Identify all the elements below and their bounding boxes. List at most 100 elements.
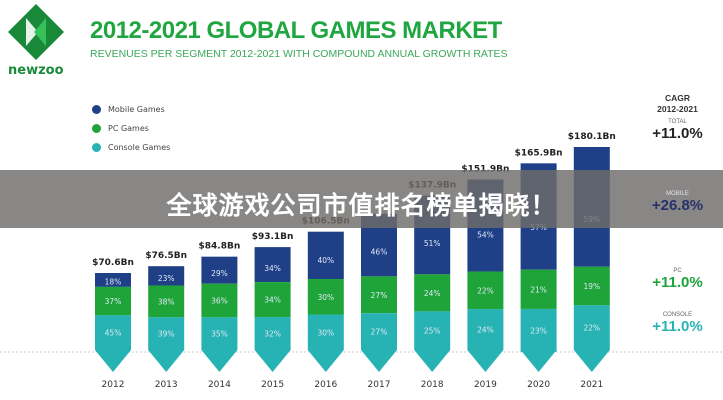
segment-label-mobile: 54% [477,231,494,240]
legend-swatch-pc [92,124,101,133]
total-label: $93.1Bn [252,232,294,242]
x-tick-label: 2012 [102,380,125,390]
bar-chevron [95,350,131,372]
segment-label-console: 35% [211,330,228,339]
segment-label-mobile: 51% [424,239,441,248]
x-tick-label: 2019 [474,380,497,390]
chart-subtitle: REVENUES PER SEGMENT 2012-2021 WITH COMP… [90,48,508,60]
cagr-total: TOTAL +11.0% [640,119,715,142]
bar-segment-pc [307,279,344,315]
bar-segment-console [414,311,451,350]
x-tick-label: 2016 [314,380,337,390]
total-label: $180.1Bn [568,132,616,142]
bar-chevron [520,350,557,372]
bar-chevron [307,350,344,372]
cagr-pc-value: +11.0% [652,274,703,291]
segment-label-console: 32% [264,330,281,339]
total-label: $76.5Bn [145,251,187,261]
bar-segment-pc [254,282,291,318]
brand-name: newzoo [8,63,64,78]
segment-label-pc: 30% [317,293,334,302]
bar-segment-console [520,308,557,352]
bar-chevron [573,350,610,372]
bar-segment-console [467,309,504,350]
bar-segment-pc [573,266,610,306]
bar-chevron [467,350,504,372]
bar-segment-pc [201,283,238,318]
x-tick-label: 2014 [208,380,231,390]
segment-label-console: 24% [477,326,494,335]
bar-segment-console [95,315,131,350]
x-tick-label: 2021 [580,380,603,390]
legend-label: Console Games [108,143,171,152]
cagr-period: 2012-2021 [657,104,698,114]
cagr-pc-label: PC [673,268,682,274]
segment-label-pc: 36% [211,297,228,306]
segment-label-console: 25% [424,327,441,336]
segment-label-mobile: 40% [317,256,334,265]
segment-label-mobile: 29% [211,269,228,278]
x-tick-label: 2013 [155,380,178,390]
bar-segment-pc [520,269,557,309]
segment-label-pc: 34% [264,296,281,305]
bar-chevron [201,350,238,372]
segment-label-mobile: 23% [158,274,175,283]
bar-segment-pc [148,285,185,318]
bar-segment-pc [361,276,397,314]
bar-segment-console [361,313,397,350]
bar-segment-console [254,317,291,350]
legend-swatch-mobile [92,105,101,114]
cagr-total-value: +11.0% [652,125,703,142]
segment-label-pc: 37% [105,297,122,306]
segment-label-pc: 38% [158,297,175,306]
cagr-console-label: CONSOLE [662,312,693,318]
bar-segment-pc [414,274,451,312]
legend: Mobile Games PC Games Console Games [92,100,170,157]
cagr-console-value: +11.0% [652,318,703,335]
bar-segment-pc [467,271,504,310]
segment-label-mobile: 34% [264,264,281,273]
x-tick-label: 2015 [261,380,284,390]
cagr-mobile: MOBILE +26.8% [640,191,715,214]
x-tick-label: 2018 [421,380,444,390]
cagr-pc: PC +11.0% [640,268,715,291]
bar-chevron [148,350,185,372]
bar-segment-mobile [201,256,238,284]
legend-item-pc: PC Games [92,119,170,138]
bar-segment-console [573,305,610,350]
segment-label-pc: 21% [530,285,547,294]
total-label: $84.8Bn [199,242,241,252]
legend-item-mobile: Mobile Games [92,100,170,119]
segment-label-mobile: 46% [371,247,388,256]
legend-swatch-console [92,143,101,152]
bar-segment-pc [95,286,131,316]
segment-label-console: 23% [530,326,547,335]
cagr-mobile-label: MOBILE [666,191,689,197]
bar-segment-console [148,317,185,350]
total-label: $151.9Bn [461,164,509,174]
legend-label: Mobile Games [108,105,165,114]
bar-segment-mobile [307,231,344,280]
bar-chevron [254,350,291,372]
segment-label-console: 39% [158,330,175,339]
cagr-heading: CAGR 2012-2021 [640,93,715,115]
bar-chevron [361,350,397,372]
segment-label-pc: 19% [583,282,600,291]
total-label: $165.9Bn [515,148,563,158]
segment-label-pc: 22% [477,286,494,295]
cagr-total-label: TOTAL [668,119,687,125]
bar-segment-mobile [148,266,185,286]
headline-text: 全球游戏公司市值排名榜单揭晓！ [166,191,557,220]
bar-segment-mobile [95,273,131,287]
chart-title: 2012-2021 GLOBAL GAMES MARKET [90,17,502,44]
legend-item-console: Console Games [92,138,170,157]
x-tick-label: 2020 [527,380,550,390]
bar-segment-console [307,314,344,350]
cagr-console: CONSOLE +11.0% [640,312,715,335]
cagr-label: CAGR [664,93,691,103]
newzoo-logo-icon [8,4,64,60]
segment-label-pc: 24% [424,289,441,298]
segment-label-console: 45% [105,329,122,338]
cagr-mobile-value: +26.8% [651,197,704,214]
segment-label-console: 22% [583,324,600,333]
